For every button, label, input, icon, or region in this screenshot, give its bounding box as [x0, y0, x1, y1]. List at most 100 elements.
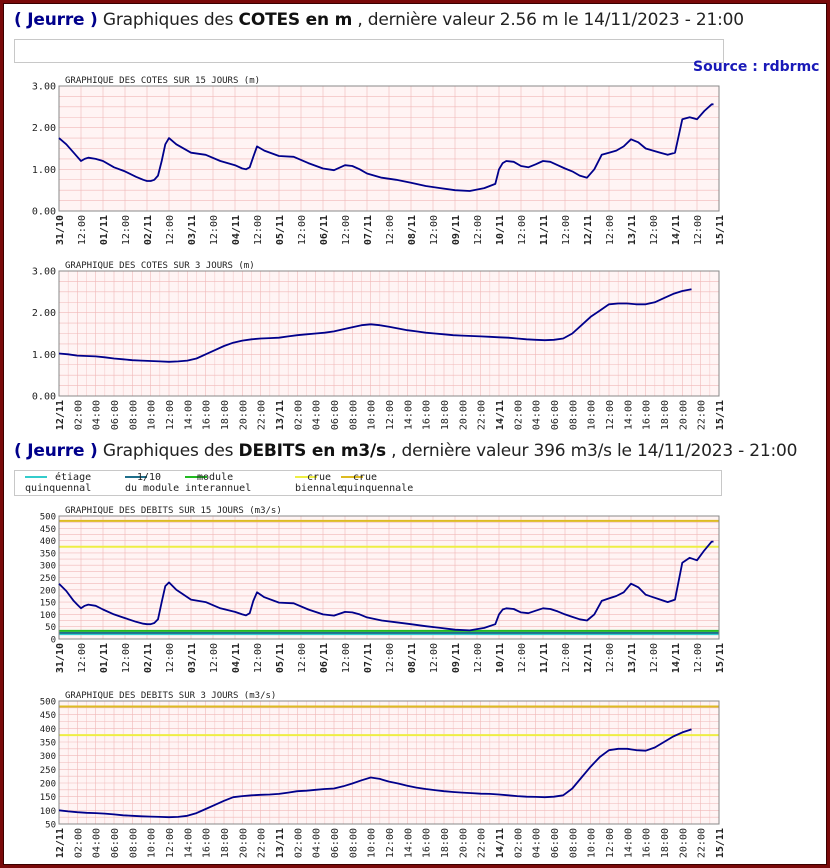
empty-input-box: [14, 39, 724, 63]
x-tick-label: 12:00: [385, 643, 396, 673]
x-tick-label: 04:00: [312, 828, 323, 858]
x-tick-label: 14:00: [623, 400, 634, 430]
cotes-heading-prefix: Graphiques des: [102, 10, 234, 30]
x-tick-label: 12:00: [429, 215, 440, 245]
y-tick-label: 150: [40, 599, 56, 609]
legend: étiage quinquennal 1/10 du module module inte…: [14, 470, 722, 496]
x-tick-label: 12:00: [209, 215, 220, 245]
x-tick-label: 12:00: [165, 400, 176, 430]
legend-sublabel-2: interannuel: [185, 483, 252, 494]
x-tick-label: 31/10: [55, 215, 66, 245]
x-tick-label: 20:00: [458, 828, 469, 858]
x-tick-label: 12/11: [583, 215, 594, 245]
x-tick-label: 06:00: [110, 400, 121, 430]
x-tick-label: 18:00: [220, 828, 231, 858]
x-tick-label: 14:00: [623, 828, 634, 858]
x-tick-label: 16:00: [422, 400, 433, 430]
x-tick-label: 22:00: [477, 828, 488, 858]
y-tick-label: 300: [40, 562, 56, 572]
x-tick-label: 22:00: [257, 400, 268, 430]
x-tick-label: 20:00: [238, 400, 249, 430]
x-tick-label: 12:00: [121, 215, 132, 245]
x-tick-label: 14:00: [183, 828, 194, 858]
x-tick-label: 06:00: [330, 400, 341, 430]
x-tick-label: 03/11: [187, 215, 198, 245]
x-tick-label: 07/11: [363, 643, 374, 673]
x-tick-label: 04:00: [92, 828, 103, 858]
y-tick-label: 0: [51, 636, 56, 646]
x-tick-label: 22:00: [477, 400, 488, 430]
x-tick-label: 12:00: [209, 643, 220, 673]
x-tick-label: 02/11: [143, 643, 154, 673]
x-tick-label: 14/11: [495, 400, 506, 430]
x-tick-label: 18:00: [440, 828, 451, 858]
x-tick-label: 06:00: [550, 828, 561, 858]
legend-sublabel-4: quinquennale: [341, 483, 414, 494]
x-tick-label: 11/11: [539, 643, 550, 673]
x-tick-label: 02:00: [293, 400, 304, 430]
y-tick-label: 250: [40, 574, 56, 584]
legend-label-2: module: [197, 472, 234, 483]
station-name-2: ( Jeurre ): [14, 441, 98, 461]
x-tick-label: 12:00: [605, 215, 616, 245]
chart-cotes-15-jours: 0.00 1.00 2.00 3.00 31/10 12:00 01/11 12:00 02/1…: [32, 76, 726, 245]
x-tick-label: 14:00: [403, 828, 414, 858]
legend-swatch-4: [341, 476, 363, 478]
x-tick-label: 10:00: [147, 400, 158, 430]
x-tick-label: 12:00: [561, 215, 572, 245]
debits-heading: ( Jeurre ) Graphiques des DEBITS en m3/s…: [14, 441, 797, 461]
cotes-heading-bold: COTES en m: [238, 10, 353, 30]
x-tick-label: 12:00: [341, 643, 352, 673]
x-tick-label: 12:00: [253, 643, 264, 673]
legend-label-3: crue: [307, 472, 332, 483]
x-tick-label: 16:00: [422, 828, 433, 858]
plot-frame: [58, 700, 720, 825]
x-tick-label: 12:00: [297, 643, 308, 673]
y-tick-label: 2.00: [32, 123, 56, 134]
x-tick-label: 12:00: [693, 643, 704, 673]
x-tick-label: 08:00: [128, 400, 139, 430]
x-tick-label: 20:00: [678, 400, 689, 430]
x-tick-label: 06/11: [319, 643, 330, 673]
chart-title: GRAPHIQUE DES DEBITS SUR 3 JOURS (m3/s): [65, 691, 276, 701]
x-tick-label: 12:00: [561, 643, 572, 673]
x-tick-label: 01/11: [99, 643, 110, 673]
x-tick-label: 31/10: [55, 643, 66, 673]
y-tick-label: 450: [40, 711, 56, 721]
x-tick-label: 15/11: [715, 643, 726, 673]
x-tick-label: 12:00: [385, 215, 396, 245]
x-tick-label: 12:00: [605, 400, 616, 430]
y-tick-label: 400: [40, 725, 56, 735]
y-tick-label: 200: [40, 586, 56, 596]
debits-heading-suffix: , dernière valeur 396 m3/s le 14/11/2023…: [385, 441, 798, 461]
x-tick-label: 18:00: [660, 400, 671, 430]
x-tick-label: 12:00: [605, 828, 616, 858]
y-tick-label: 150: [40, 793, 56, 803]
x-tick-label: 10/11: [495, 215, 506, 245]
cotes-heading: ( Jeurre ) Graphiques des COTES en m , d…: [14, 10, 744, 30]
x-tick-label: 12/11: [583, 643, 594, 673]
x-tick-label: 14/11: [495, 828, 506, 858]
legend-swatch-2: [185, 476, 207, 478]
chart-debits-3-jours: 50 100 150 200 250 300 350 400 450 500 12/11 02:00 0…: [40, 691, 726, 858]
x-tick-label: 12:00: [77, 643, 88, 673]
x-tick-label: 18:00: [660, 828, 671, 858]
y-tick-label: 450: [40, 525, 56, 535]
x-tick-label: 22:00: [697, 400, 708, 430]
x-tick-label: 12:00: [165, 215, 176, 245]
y-tick-label: 500: [40, 698, 56, 708]
legend-swatch-3: [295, 476, 317, 478]
x-tick-label: 14/11: [671, 215, 682, 245]
series-line: [58, 540, 714, 632]
x-tick-label: 08:00: [568, 400, 579, 430]
y-tick-label: 2.00: [32, 308, 56, 319]
chart-debits-15-jours: 0 50 100 150 200 250 300 350 400 450 500 31/10 12:00…: [40, 506, 726, 673]
x-tick-label: 10:00: [367, 828, 378, 858]
x-tick-label: 18:00: [440, 400, 451, 430]
x-tick-label: 04:00: [532, 828, 543, 858]
x-tick-label: 22:00: [697, 828, 708, 858]
plot-frame: [58, 85, 720, 212]
x-tick-label: 08:00: [568, 828, 579, 858]
x-tick-label: 13/11: [275, 400, 286, 430]
x-tick-label: 12:00: [693, 215, 704, 245]
